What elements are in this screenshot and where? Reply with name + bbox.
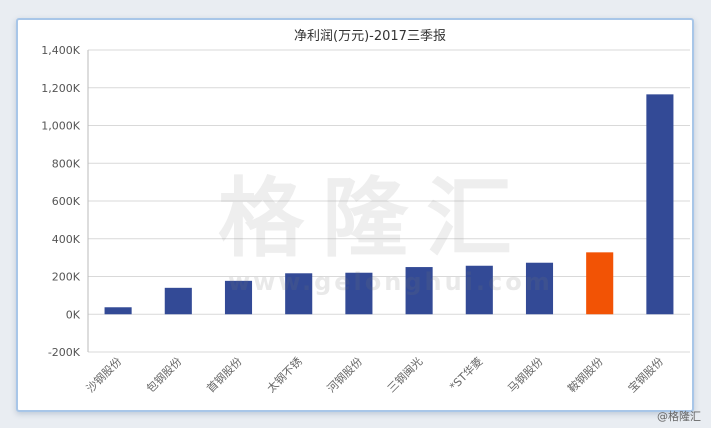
bar-8	[525, 262, 554, 315]
y-tick-label: 1,200K	[41, 82, 80, 95]
y-tick-label: 1,000K	[41, 120, 80, 133]
x-tick-label: 包钢股份	[144, 355, 184, 395]
y-tick-label: 600K	[52, 195, 81, 208]
bars	[104, 94, 674, 315]
bar-9	[586, 252, 614, 315]
y-tick-label: -200K	[48, 346, 81, 359]
source-label: @格隆汇	[657, 410, 701, 423]
y-tick-label: 800K	[52, 157, 81, 170]
chart-frame: 净利润(万元)-2017三季报 -200K 0K 200K 400K 600K 800K 1…	[16, 18, 694, 412]
y-tick-label: 1,400K	[41, 44, 80, 57]
y-tick-label: 0K	[66, 308, 81, 321]
x-tick-label: 河钢股份	[325, 355, 365, 395]
y-tick-label: 200K	[52, 271, 81, 284]
x-tick-label: 首钢股份	[204, 354, 245, 395]
bar-5	[345, 272, 373, 315]
x-tick-label: 太钢不锈	[265, 355, 305, 395]
bar-4	[285, 273, 313, 315]
y-axis: -200K 0K 200K 400K 600K 800K 1,000K 1,200K 1,400…	[41, 44, 89, 359]
x-tick-label: 鞍钢股份	[565, 354, 606, 395]
bar-3	[224, 280, 253, 315]
bar-2	[164, 287, 192, 315]
bar-7	[465, 265, 493, 315]
x-tick-label: *ST华菱	[446, 354, 485, 393]
x-tick-label: 宝钢股份	[625, 354, 666, 395]
bar-chart: 净利润(万元)-2017三季报 -200K 0K 200K 400K 600K 800K 1…	[41, 29, 690, 395]
bar-6	[405, 267, 433, 315]
bar-10	[646, 94, 674, 315]
x-tick-label: 马钢股份	[505, 355, 545, 395]
chart-title: 净利润(万元)-2017三季报	[294, 29, 446, 44]
bar-1	[104, 307, 132, 315]
x-tick-label: 三钢闽光	[384, 354, 425, 395]
x-tick-label: 沙钢股份	[84, 355, 124, 395]
y-tick-label: 400K	[52, 233, 81, 246]
x-axis: 沙钢股份 包钢股份 首钢股份 太钢不锈 河钢股份 三钢闽光 *ST华菱 马钢股份 鞍钢股份 宝钢股…	[84, 354, 666, 395]
